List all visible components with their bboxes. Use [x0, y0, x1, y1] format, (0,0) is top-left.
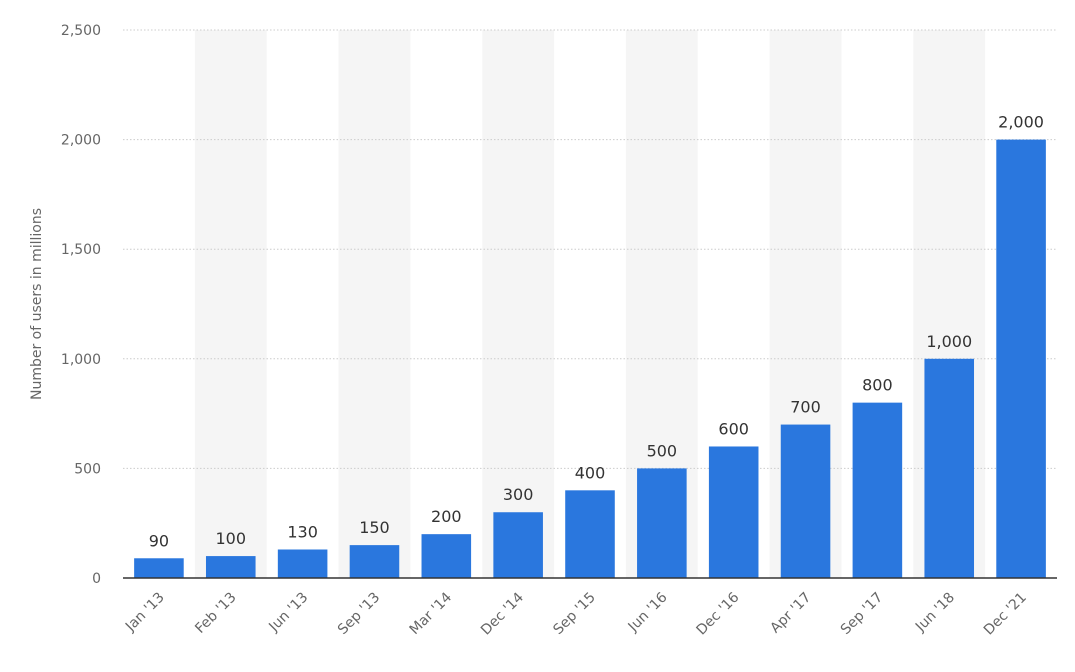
- x-axis-ticks: Jan '13 Feb '13 Jun '13 Sep '13 Mar '14 Dec '…: [122, 589, 1030, 638]
- x-tick-label: Jun '16: [625, 589, 671, 635]
- bar: [565, 490, 615, 578]
- x-tick-label: Sep '13: [335, 590, 383, 638]
- x-tick-label: Jun '18: [912, 590, 958, 636]
- value-label: 800: [862, 376, 893, 395]
- x-tick-label: Dec '21: [981, 590, 1030, 639]
- x-tick-label: Dec '16: [694, 589, 743, 638]
- value-label: 600: [718, 419, 749, 438]
- bar: [780, 424, 831, 578]
- y-tick-label: 1,500: [61, 242, 101, 258]
- bar: [637, 468, 687, 578]
- x-tick-label: Dec '14: [478, 589, 527, 638]
- bars: [134, 139, 1046, 578]
- bar: [205, 556, 256, 578]
- x-tick-label: Feb '13: [192, 590, 239, 637]
- column-band: [194, 30, 267, 578]
- value-label: 130: [287, 523, 318, 542]
- gridlines: [123, 29, 1057, 469]
- y-tick-label: 1,000: [61, 352, 101, 368]
- y-tick-label: 2,000: [61, 133, 101, 149]
- value-label: 100: [215, 529, 246, 548]
- bar: [852, 402, 903, 578]
- y-tick-label: 0: [92, 571, 101, 587]
- bar: [996, 139, 1046, 578]
- y-tick-label: 500: [74, 461, 101, 477]
- value-label: 300: [503, 485, 534, 504]
- x-tick-label: Jan '13: [122, 590, 168, 636]
- value-label: 500: [647, 441, 678, 460]
- value-label: 150: [359, 518, 390, 537]
- value-label: 400: [575, 463, 606, 482]
- bar: [349, 545, 400, 578]
- y-axis-label: Number of users in millions: [29, 208, 45, 400]
- bar: [421, 534, 472, 578]
- column-band: [482, 30, 555, 578]
- x-tick-label: Sep '15: [550, 590, 598, 638]
- value-labels: 90 100 130 150 200 300 400 500 600 700 800 1,000 2,0…: [149, 113, 1044, 551]
- y-tick-label: 2,500: [61, 23, 101, 39]
- bar: [708, 446, 759, 578]
- column-band: [338, 30, 411, 578]
- bar: [277, 549, 328, 578]
- x-tick-label: Jun '13: [265, 590, 311, 636]
- bar: [134, 558, 184, 578]
- x-tick-label: Mar '14: [407, 589, 456, 638]
- value-label: 200: [431, 507, 462, 526]
- y-axis-ticks: 0 500 1,000 1,500 2,000 2,500: [61, 23, 101, 587]
- x-tick-label: Apr '17: [767, 590, 814, 637]
- bar: [493, 512, 543, 578]
- value-label: 1,000: [926, 332, 972, 351]
- bar: [924, 358, 975, 578]
- value-label: 2,000: [998, 113, 1044, 132]
- x-tick-label: Sep '17: [838, 590, 886, 638]
- value-label: 700: [790, 398, 821, 417]
- value-label: 90: [149, 531, 169, 550]
